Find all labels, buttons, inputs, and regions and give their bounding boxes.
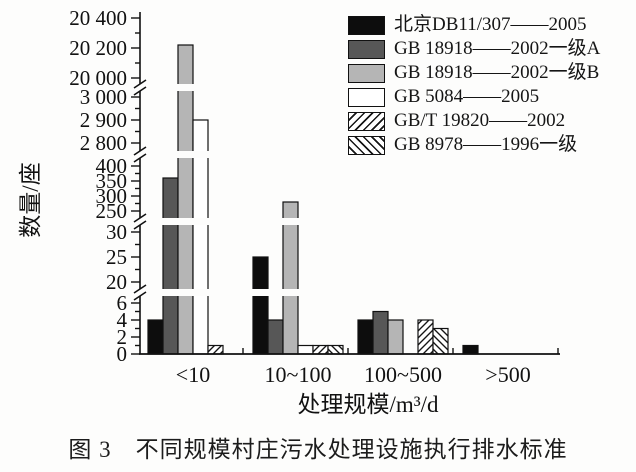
- figure-caption: 图 3 不同规模村庄污水处理设施执行排水标准: [68, 437, 568, 462]
- bar-10~100-s0: [252, 256, 269, 355]
- legend-label: GB 18918——2002一级B: [394, 62, 600, 83]
- bar-10~100-s5: [327, 344, 344, 355]
- x-axis-title: 处理规模/m³/d: [297, 392, 439, 417]
- bar-10~100-s3: [297, 344, 314, 355]
- legend-swatch-lightgray-icon: [348, 63, 385, 83]
- bar-<10-s1: [162, 177, 179, 355]
- y-tick-label: 20 000: [69, 66, 127, 90]
- axis-break-strip: [141, 289, 560, 296]
- axis-break-slash: [133, 220, 147, 230]
- bar-100~500-s2: [387, 319, 404, 355]
- bar-<10-s4: [207, 344, 224, 355]
- legend-item: GB 8978——1996一级: [348, 134, 600, 156]
- bar-100~500-s5: [432, 327, 449, 355]
- bar-<10-s0: [147, 319, 164, 355]
- x-category-label: <10: [176, 362, 210, 387]
- y-tick-label: 6: [117, 291, 128, 315]
- chart-legend: 北京DB11/307——2005 GB 18918——2002一级A GB 18…: [348, 14, 600, 156]
- legend-label: 北京DB11/307——2005: [394, 14, 587, 35]
- y-tick-label: 3 000: [80, 85, 127, 109]
- y-tick-label: 250: [96, 199, 128, 223]
- legend-item: GB/T 19820——2002: [348, 110, 600, 132]
- y-tick-label: 400: [96, 154, 128, 178]
- bar-100~500-s0: [357, 319, 374, 355]
- legend-swatch-black-icon: [348, 15, 385, 35]
- bar-100~500-s1: [372, 310, 389, 355]
- x-category-label: >500: [485, 362, 530, 387]
- axis-break-strip: [141, 218, 560, 225]
- legend-swatch-darkgray-icon: [348, 39, 385, 59]
- y-tick-label: 0: [117, 342, 128, 366]
- x-category-label: 10~100: [265, 362, 332, 387]
- legend-label: GB 5084——2005: [394, 86, 540, 107]
- y-tick-label: 30: [106, 220, 127, 244]
- bar-100~500-s4: [417, 319, 434, 355]
- y-tick-label: 20 200: [69, 36, 127, 60]
- y-tick-label: 2: [117, 325, 128, 349]
- legend-swatch-white-icon: [348, 87, 385, 107]
- axis-break-slash: [133, 153, 147, 163]
- legend-item: GB 5084——2005: [348, 86, 600, 108]
- axis-break-slash: [133, 213, 147, 223]
- y-tick-label: 20: [106, 270, 127, 294]
- legend-label: GB 8978——1996一级: [394, 134, 578, 155]
- axis-break-slash: [133, 146, 147, 156]
- axis-break-slash: [133, 86, 147, 96]
- y-tick-label: 350: [96, 169, 128, 193]
- legend-item: GB 18918——2002一级A: [348, 38, 600, 60]
- legend-swatch-forward-hatch-icon: [348, 111, 385, 131]
- y-tick-label: 2 800: [80, 131, 127, 155]
- bar-10~100-s4: [312, 344, 329, 355]
- axis-break-strip: [141, 151, 560, 158]
- legend-label: GB/T 19820——2002: [394, 110, 566, 131]
- y-ticks: [131, 17, 140, 355]
- y-tick-label: 20 400: [69, 6, 127, 30]
- legend-item: GB 18918——2002一级B: [348, 62, 600, 84]
- axis-break-slash: [133, 291, 147, 301]
- legend-label: GB 18918——2002一级A: [394, 38, 601, 59]
- y-tick-label: 4: [117, 308, 128, 332]
- bar-10~100-s1: [267, 319, 284, 355]
- axis-break-slash: [133, 284, 147, 294]
- bar-<10-s2: [177, 44, 194, 355]
- y-tick-label: 25: [106, 245, 127, 269]
- x-category-label: 100~500: [364, 362, 442, 387]
- y-tick-label: 2 900: [80, 108, 127, 132]
- y-tick-label: 300: [96, 184, 128, 208]
- legend-item: 北京DB11/307——2005: [348, 14, 600, 36]
- bar->500-s0: [462, 344, 479, 355]
- axis-break-slash: [133, 79, 147, 89]
- y-axis-title: 数量/座: [18, 162, 43, 237]
- legend-swatch-backward-hatch-icon: [348, 135, 385, 155]
- x-axis: [139, 348, 560, 355]
